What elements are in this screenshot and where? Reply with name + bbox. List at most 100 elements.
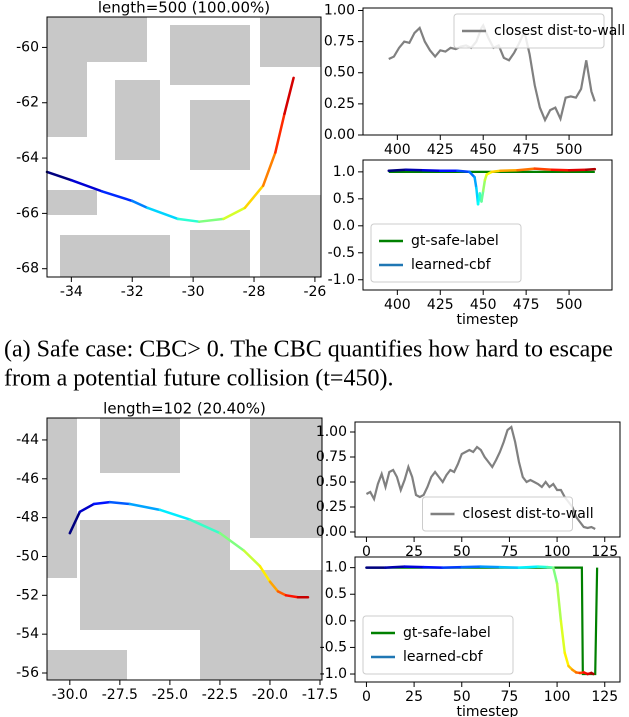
- y-tick-label: 0.5: [333, 191, 355, 207]
- trajectory-segment: [586, 169, 595, 170]
- trajectory-segment: [147, 208, 177, 219]
- y-tick-label: -54: [16, 626, 39, 642]
- trajectory-segment: [110, 502, 130, 504]
- x-tick-label: 425: [427, 297, 454, 313]
- legend-label: learned-cbf: [411, 257, 492, 273]
- trajectory-segment: [492, 171, 501, 172]
- y-tick-label: -1.0: [320, 666, 347, 682]
- x-axis-label: timestep: [457, 312, 519, 328]
- trajectory-segment: [569, 170, 586, 171]
- trajectory-segment: [552, 170, 569, 171]
- map-obstacle: [87, 17, 147, 62]
- map-obstacle: [47, 17, 87, 137]
- y-tick-label: -60: [16, 39, 39, 55]
- y-tick-label: -62: [16, 95, 39, 111]
- x-tick-label: 50: [453, 689, 471, 705]
- y-tick-label: 0.25: [316, 499, 347, 515]
- x-tick-label: 0: [362, 544, 371, 560]
- x-tick-label: 475: [513, 142, 540, 158]
- map-obstacle: [200, 570, 322, 680]
- y-tick-label: -1.0: [328, 272, 355, 288]
- y-tick-label: 1.00: [324, 2, 355, 18]
- trajectory-segment: [483, 180, 485, 191]
- legend-label: learned-cbf: [403, 649, 484, 665]
- x-tick-label: 100: [544, 544, 571, 560]
- map-obstacle: [260, 17, 321, 67]
- map-obstacle: [47, 190, 97, 215]
- trajectory-segment: [130, 504, 160, 510]
- legend-label: closest dist-to-wall: [494, 23, 625, 39]
- trajectory-segment: [475, 177, 477, 188]
- map-obstacle: [170, 25, 250, 85]
- x-tick-label: -22.5: [202, 687, 238, 703]
- map-obstacle: [115, 80, 160, 160]
- trajectory-segment: [94, 502, 110, 504]
- x-tick-label: 125: [591, 689, 618, 705]
- y-tick-label: -52: [16, 587, 39, 603]
- x-tick-label: -25.0: [152, 687, 188, 703]
- x-tick-label: 425: [427, 142, 454, 158]
- trajectory-segment: [160, 510, 190, 520]
- x-tick-label: 125: [591, 544, 618, 560]
- y-tick-label: -68: [16, 261, 39, 277]
- figure: (a) Safe case: CBC> 0. The CBC quantifie…: [0, 0, 629, 717]
- trajectory-segment: [275, 114, 284, 153]
- y-tick-label: -50: [16, 548, 39, 564]
- trajectory-segment: [481, 567, 500, 568]
- x-tick-label: 500: [556, 142, 583, 158]
- legend-label: gt-safe-label: [411, 233, 499, 249]
- x-tick-label: -26: [303, 284, 326, 300]
- y-tick-label: 0.25: [324, 96, 355, 112]
- x-tick-label: 500: [556, 297, 583, 313]
- y-tick-label: 0.0: [333, 218, 355, 234]
- y-tick-label: 1.0: [333, 164, 355, 180]
- y-tick-label: -44: [16, 432, 39, 448]
- trajectory-segment: [500, 567, 519, 568]
- x-tick-label: -34: [60, 284, 83, 300]
- map-obstacle: [260, 195, 321, 277]
- trajectory-segment: [224, 208, 245, 219]
- y-tick-label: 0.5: [325, 586, 347, 602]
- x-axis-label: timestep: [457, 704, 519, 717]
- trajectory-segment: [263, 153, 275, 186]
- x-tick-label: -32: [121, 284, 144, 300]
- x-tick-label: 25: [405, 689, 423, 705]
- trajectory-segment: [386, 567, 405, 568]
- map-obstacle: [47, 418, 77, 578]
- x-tick-label: -30: [182, 284, 205, 300]
- trajectory-segment: [244, 551, 260, 567]
- trajectory-segment: [557, 584, 561, 621]
- trajectory-segment: [102, 191, 132, 201]
- map-obstacle: [250, 418, 322, 538]
- y-tick-label: -0.5: [320, 639, 347, 655]
- map-obstacle: [60, 235, 170, 277]
- trajectory-segment: [405, 567, 424, 568]
- y-tick-label: 0.50: [316, 474, 347, 490]
- map-obstacle: [190, 230, 250, 277]
- trajectory-segment: [389, 170, 406, 171]
- trajectory-segment: [457, 171, 469, 172]
- caption-line: from a potential future collision (t=450…: [4, 366, 393, 392]
- y-tick-label: 0.00: [324, 127, 355, 143]
- trajectory-segment: [443, 567, 462, 568]
- trajectory-segment: [406, 170, 423, 171]
- trajectory-segment: [500, 170, 517, 171]
- y-tick-label: -64: [16, 150, 39, 166]
- trajectory-segment: [462, 567, 481, 568]
- trajectory-segment: [424, 567, 443, 568]
- y-tick-label: -0.5: [328, 245, 355, 261]
- x-tick-label: 400: [384, 142, 411, 158]
- trajectory-segment: [71, 180, 101, 191]
- trajectory-segment: [561, 621, 565, 653]
- trajectory-segment: [518, 169, 535, 171]
- trajectory-segment: [47, 172, 71, 180]
- trajectory-segment: [178, 219, 199, 222]
- trajectory-segment: [591, 673, 593, 674]
- trajectory-segment: [423, 170, 440, 171]
- x-tick-label: 50: [453, 544, 471, 560]
- chart-title: length=102 (20.40%): [103, 400, 266, 418]
- trajectory-segment: [80, 504, 94, 512]
- y-tick-label: 0.75: [316, 449, 347, 465]
- y-tick-label: 0.50: [324, 65, 355, 81]
- x-tick-label: 475: [513, 297, 540, 313]
